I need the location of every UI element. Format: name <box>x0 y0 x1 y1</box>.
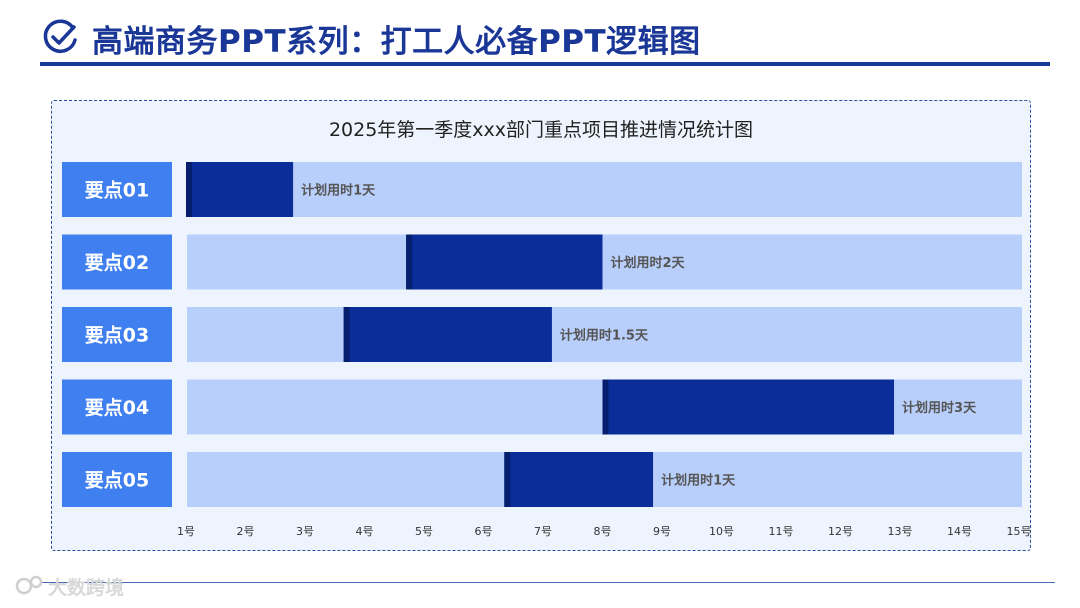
row-label-box-02 <box>62 234 172 290</box>
bar-label-03: 计划用时1.5天 <box>560 328 649 344</box>
page-header: 高端商务PPT系列：打工人必备PPT逻辑图 <box>40 12 1050 62</box>
gantt-bar-edge-03 <box>343 307 350 362</box>
x-tick-label: 10号 <box>709 525 734 538</box>
row-label-box-05 <box>62 452 172 507</box>
gantt-bar-04 <box>602 379 895 435</box>
bar-label-04: 计划用时3天 <box>902 400 977 416</box>
x-tick-label: 8号 <box>594 525 612 538</box>
bar-label-02: 计划用时2天 <box>611 255 686 271</box>
row-label-box-04 <box>62 379 172 435</box>
x-tick-label: 12号 <box>828 525 853 538</box>
x-tick-label: 13号 <box>888 525 913 538</box>
page-title: 高端商务PPT系列：打工人必备PPT逻辑图 <box>92 24 701 60</box>
gantt-bar-edge-01 <box>186 162 192 217</box>
row-track-02 <box>187 234 1022 290</box>
x-tick-label: 14号 <box>947 525 972 538</box>
row-label-box-01 <box>62 162 172 217</box>
bar-label-05: 计划用时1天 <box>661 473 736 489</box>
x-tick-label: 11号 <box>769 525 794 538</box>
gantt-bar-edge-05 <box>504 452 511 507</box>
gantt-bar-edge-02 <box>406 234 413 290</box>
x-tick-label: 9号 <box>653 525 671 538</box>
gantt-chart: 2025年第一季度xxx部门重点项目推进情况统计图 要点01 计划用时1天要点02… <box>62 119 1032 538</box>
row-label-05: 要点05 <box>85 470 149 492</box>
row-label-04: 要点04 <box>85 397 149 419</box>
row-label-box-03 <box>62 307 172 362</box>
footer-divider <box>40 582 1055 583</box>
row-label-02: 要点02 <box>85 252 149 274</box>
check-circle-icon <box>43 19 77 53</box>
row-label-01: 要点01 <box>85 180 149 202</box>
x-tick-label: 6号 <box>475 525 493 538</box>
x-tick-label: 2号 <box>237 525 255 538</box>
gantt-bar-edge-04 <box>602 379 609 435</box>
x-tick-label: 15号 <box>1007 525 1032 538</box>
gantt-bar-03 <box>343 307 552 362</box>
gantt-bar-05 <box>504 452 654 507</box>
x-tick-label: 7号 <box>534 525 552 538</box>
x-tick-label: 5号 <box>415 525 433 538</box>
row-track-03 <box>187 307 1022 362</box>
row-track-01 <box>187 162 1022 217</box>
bar-label-01: 计划用时1天 <box>301 183 376 199</box>
watermark-text: 大数跨境 <box>48 576 124 599</box>
chart-title: 2025年第一季度xxx部门重点项目推进情况统计图 <box>329 119 753 141</box>
gantt-bar-01 <box>186 162 294 217</box>
row-label-03: 要点03 <box>85 325 149 347</box>
chart-panel: 2025年第一季度xxx部门重点项目推进情况统计图 要点01 计划用时1天 要点02… <box>51 100 1032 551</box>
x-tick-label: 3号 <box>296 525 314 538</box>
x-tick-label: 4号 <box>356 525 374 538</box>
watermark-logo: 大数跨境 <box>15 575 124 599</box>
header-divider <box>40 62 1050 66</box>
gantt-bar-02 <box>406 234 603 290</box>
x-tick-label: 1号 <box>177 525 195 538</box>
